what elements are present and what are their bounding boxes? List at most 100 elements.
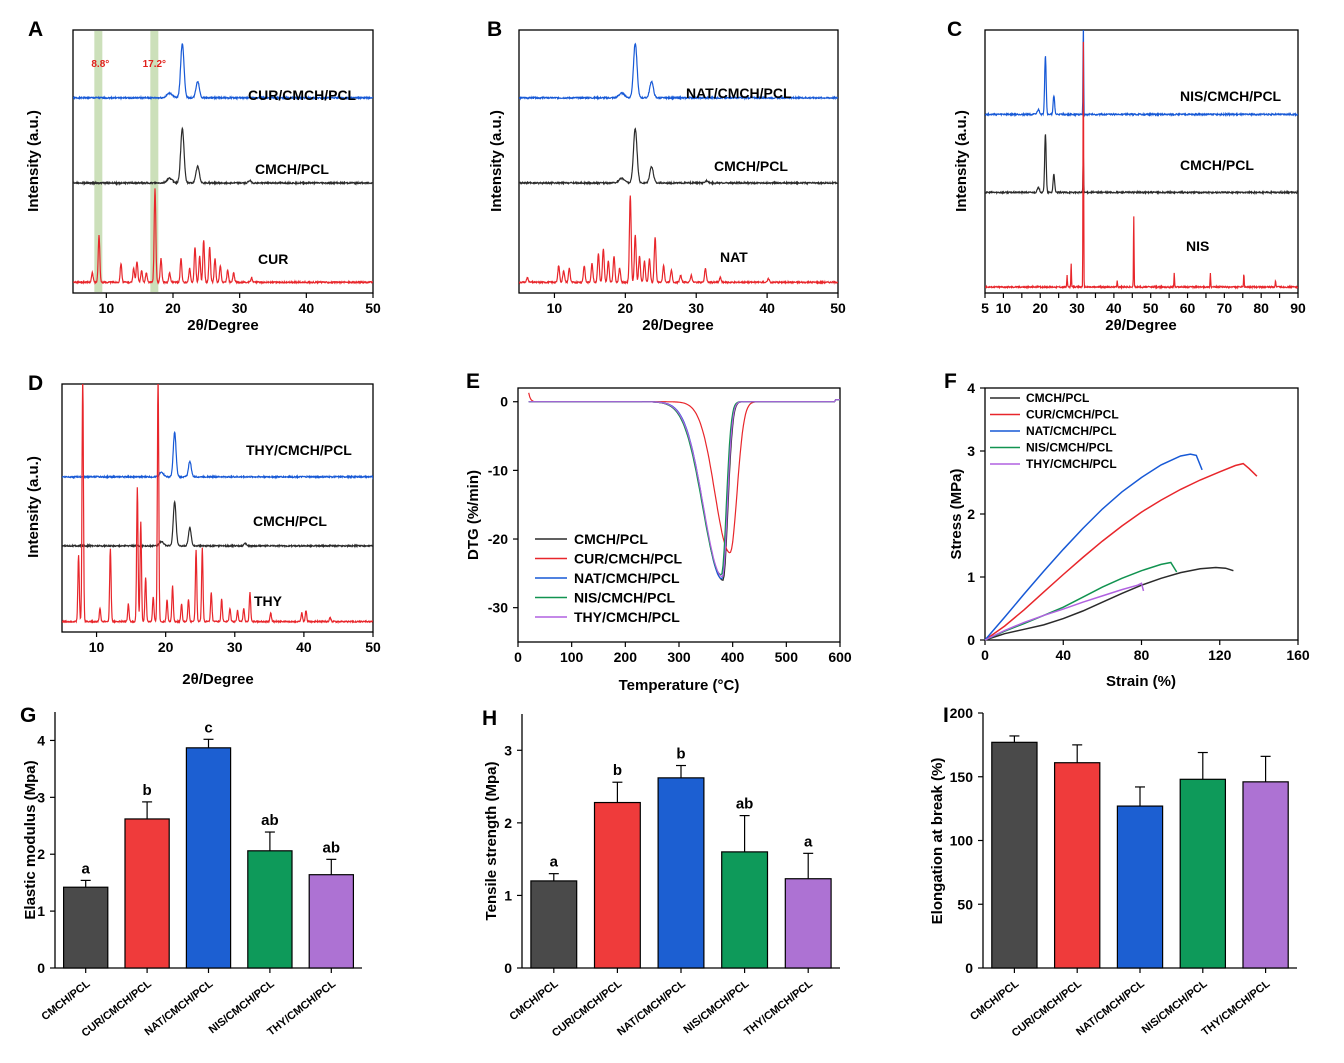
- series-label: CUR/CMCH/PCL: [248, 87, 357, 103]
- significance-label: c: [204, 719, 212, 736]
- bar: [784, 878, 832, 969]
- peak-marker-label: 17.2°: [143, 59, 166, 70]
- bar: [308, 874, 355, 969]
- y-tick-label: 100: [950, 833, 974, 849]
- dtg-series-line: [528, 399, 840, 576]
- xrd-panel-b: B 10 20 30 40 50 2θ/Degree Intensity (a.u.) NAT/…: [487, 18, 846, 334]
- x-tick-label: 80: [1253, 300, 1269, 316]
- series-label: NAT/CMCH/PCL: [686, 85, 792, 101]
- x-tick-label: 0: [981, 647, 989, 663]
- series-line-cur: [73, 188, 373, 286]
- bar: [1179, 778, 1227, 969]
- series-label: CMCH/PCL: [253, 513, 327, 529]
- series-label: NIS/CMCH/PCL: [1180, 88, 1282, 104]
- x-tick-label: 500: [775, 649, 799, 665]
- significance-label: a: [550, 854, 559, 871]
- significance-label: ab: [261, 812, 279, 829]
- x-tick-label: 20: [165, 300, 181, 316]
- y-tick-label: 2: [37, 846, 45, 862]
- y-axis-title: Intensity (a.u.): [25, 110, 42, 212]
- panel-letter-c: C: [947, 18, 962, 41]
- x-tick-label: 300: [667, 649, 691, 665]
- series-label: NAT: [720, 249, 748, 265]
- y-tick-label: 200: [950, 705, 974, 721]
- category-label: CMCH/PCL: [968, 978, 1021, 1023]
- series-label: CMCH/PCL: [1180, 157, 1254, 173]
- dtg-series-line: [528, 399, 840, 578]
- xrd-panel-d: D 10 20 30 40 50 2θ/Degree Intensity (a.u.) THY/…: [25, 372, 381, 688]
- x-tick-label: 10: [89, 639, 105, 655]
- y-tick-label: 1: [37, 903, 45, 919]
- series-label: CMCH/PCL: [714, 158, 788, 174]
- x-axis-title: 2θ/Degree: [642, 317, 713, 334]
- x-tick-label: 10: [547, 300, 563, 316]
- panel-letter-e: E: [466, 370, 480, 393]
- bar: [247, 850, 293, 969]
- y-tick-label: 1: [504, 887, 512, 903]
- legend-label: NAT/CMCH/PCL: [1026, 424, 1116, 438]
- category-label: NIS/CMCH/PCL: [681, 978, 751, 1037]
- legend-label: NAT/CMCH/PCL: [574, 570, 680, 586]
- panel-letter-d: D: [28, 372, 43, 395]
- significance-label: a: [82, 860, 91, 877]
- y-tick-label: 4: [37, 732, 45, 748]
- x-tick-label: 40: [296, 639, 312, 655]
- x-tick-label: 30: [232, 300, 248, 316]
- y-axis-title: Elongation at break (%): [929, 758, 946, 925]
- category-label: NAT/CMCH/PCL: [1074, 978, 1147, 1039]
- category-label: THY/CMCH/PCL: [1200, 978, 1273, 1039]
- y-tick-label: -30: [488, 600, 508, 616]
- x-axis-title: 2θ/Degree: [187, 317, 258, 334]
- x-tick-label: 10: [99, 300, 115, 316]
- x-axis-title: Strain (%): [1106, 673, 1176, 690]
- panel-letter-h: H: [482, 707, 497, 730]
- y-tick-label: 3: [967, 443, 975, 459]
- bar: [185, 747, 232, 969]
- y-tick-label: 150: [950, 769, 974, 785]
- x-tick-label: 20: [158, 639, 174, 655]
- plot-frame-a: [72, 29, 374, 294]
- peak-highlight-band: [150, 31, 159, 292]
- significance-label: b: [676, 746, 685, 763]
- x-tick-label: 40: [299, 300, 315, 316]
- x-tick-label: 50: [1143, 300, 1159, 316]
- peak-marker-label: 8.8°: [91, 59, 109, 70]
- x-tick-label: 60: [1180, 300, 1196, 316]
- series-line-cmch-pcl: [73, 126, 373, 187]
- x-tick-label: 20: [618, 300, 634, 316]
- x-tick-label: 100: [560, 649, 584, 665]
- y-axis-title: Intensity (a.u.): [488, 110, 505, 212]
- x-tick-label: 40: [1106, 300, 1122, 316]
- y-tick-label: 0: [967, 632, 975, 648]
- significance-label: b: [143, 782, 152, 799]
- x-tick-label: 40: [1055, 647, 1071, 663]
- bar: [1116, 805, 1164, 969]
- series-line-cmch-pcl: [62, 499, 373, 549]
- x-tick-label: 160: [1286, 647, 1310, 663]
- legend-label: CUR/CMCH/PCL: [1026, 408, 1119, 422]
- y-tick-label: 50: [957, 896, 973, 912]
- panel-letter-b: B: [487, 18, 502, 41]
- x-tick-label: 0: [514, 649, 522, 665]
- series-line-cmch-pcl: [985, 134, 1298, 196]
- series-line-cmch-pcl: [519, 127, 838, 186]
- x-tick-label: 120: [1208, 647, 1232, 663]
- x-axis-title: Temperature (°C): [619, 677, 740, 694]
- category-label: CMCH/PCL: [39, 978, 92, 1023]
- x-tick-label: 50: [365, 639, 381, 655]
- series-label: NIS: [1186, 238, 1209, 254]
- y-tick-label: -20: [488, 531, 508, 547]
- dtg-series-line: [528, 392, 840, 554]
- bar: [1053, 762, 1101, 969]
- y-axis-title: Tensile strength (Mpa): [483, 762, 500, 921]
- x-tick-label: 200: [614, 649, 638, 665]
- series-line-thy: [62, 384, 373, 625]
- plot-frame-b: [518, 29, 839, 294]
- bar-panel-i: I 0 50 100 150 200 Elongation at break (%) CMCH…: [929, 704, 1297, 1040]
- category-label: NAT/CMCH/PCL: [615, 978, 688, 1039]
- x-tick-label: 50: [830, 300, 846, 316]
- significance-label: ab: [736, 796, 754, 813]
- x-tick-label: 10: [996, 300, 1012, 316]
- y-tick-label: 2: [967, 506, 975, 522]
